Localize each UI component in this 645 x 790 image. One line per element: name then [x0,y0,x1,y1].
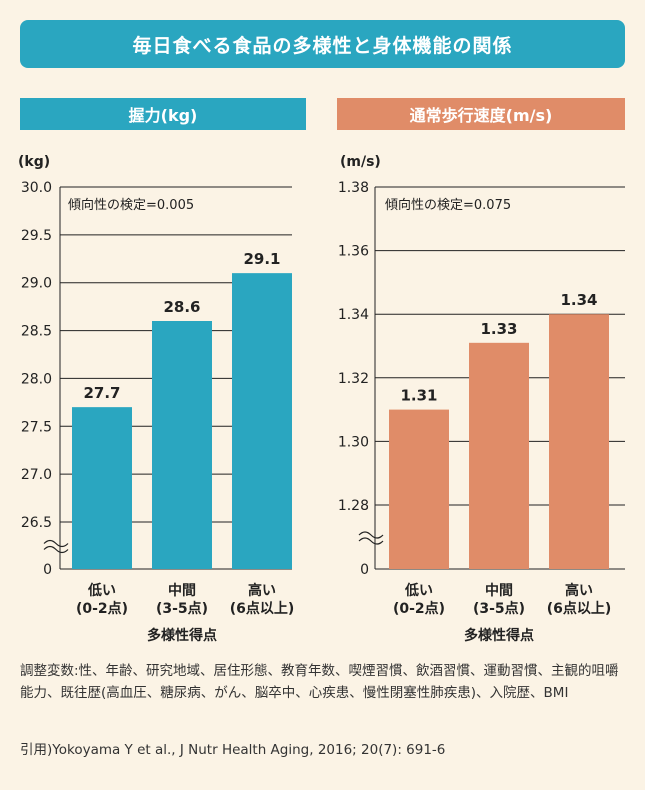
x-axis-label: 多様性得点 [147,627,217,644]
walking-speed-header: 通常歩行速度(m/s) [337,98,625,130]
y-tick-label: 1.28 [338,498,369,514]
x-tick-label: 低い [404,582,433,599]
bar [152,321,212,569]
y-tick-label: 28.0 [21,371,52,387]
adjustment-variables-note: 調整変数:性、年齢、研究地域、居住形態、教育年数、喫煙習慣、飲酒習慣、運動習慣、… [20,663,619,701]
x-tick-sublabel: (3-5点) [156,600,208,617]
x-tick-label: 高い [565,582,593,599]
x-tick-sublabel: (6点以上) [547,600,612,617]
y-tick-label: 1.34 [338,307,369,323]
y-unit-label: (kg) [18,154,50,170]
x-tick-sublabel: (3-5点) [473,600,525,617]
y-tick-label: 29.5 [21,228,52,244]
x-axis-label: 多様性得点 [464,627,534,644]
x-tick-label: 中間 [485,582,513,599]
bar [232,273,292,569]
axis-break-mark [43,539,69,548]
bar-value-label: 27.7 [83,384,120,402]
x-tick-sublabel: (0-2点) [76,600,128,617]
bar-value-label: 29.1 [243,250,280,268]
y-tick-label: 1.36 [338,244,369,260]
x-tick-label: 高い [248,582,276,599]
bar-charts: (kg) 30.0 29.5 29.0 28.5 28.0 27.5 27.0 26.5 0 傾向性… [18,154,625,644]
bar [72,407,132,569]
y-tick-label: 0 [360,562,369,578]
trend-test-annotation: 傾向性の検定=0.075 [385,197,511,213]
citation: 引用)Yokoyama Y et al., J Nutr Health Agin… [20,742,446,758]
x-tick-sublabel: (6点以上) [230,600,295,617]
y-tick-label: 30.0 [21,180,52,196]
bar-value-label: 1.33 [480,320,517,338]
y-tick-label: 27.0 [21,467,52,483]
bar [549,314,609,569]
x-tick-sublabel: (0-2点) [393,600,445,617]
y-tick-label: 1.32 [338,371,369,387]
x-tick-label: 低い [87,582,116,599]
axis-break-mark [43,545,69,554]
trend-test-annotation: 傾向性の検定=0.005 [68,197,194,213]
page-title: 毎日食べる食品の多様性と身体機能の関係 [20,20,625,68]
y-tick-label: 28.5 [21,324,52,340]
y-unit-label: (m/s) [340,154,381,170]
y-tick-label: 26.5 [21,515,52,531]
bar [469,342,529,569]
y-tick-label: 0 [43,562,52,578]
x-tick-label: 中間 [168,582,196,599]
y-tick-label: 29.0 [21,276,52,292]
bar-value-label: 1.31 [400,387,437,405]
y-tick-label: 1.30 [338,434,369,450]
bar-value-label: 1.34 [560,291,597,309]
y-tick-label: 27.5 [21,419,52,435]
y-tick-label: 1.38 [338,180,369,196]
axis-break-mark [358,537,384,545]
axis-break-mark [358,531,384,539]
bar [389,409,449,569]
bar-value-label: 28.6 [163,298,200,316]
grip-strength-header: 握力(kg) [20,98,306,130]
